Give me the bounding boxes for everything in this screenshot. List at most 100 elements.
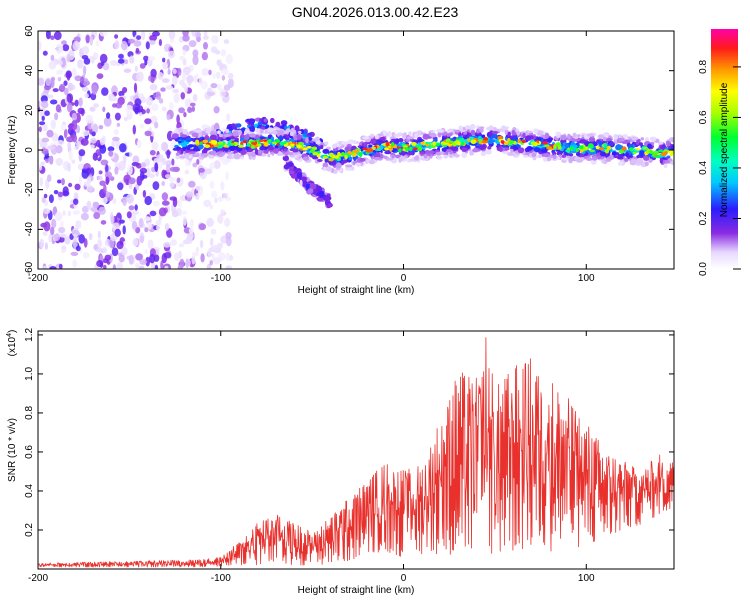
ridge-spot	[498, 146, 503, 152]
ridge-spot	[437, 132, 442, 138]
noise-speckle	[128, 205, 135, 211]
noise-speckle	[86, 200, 92, 210]
noise-speckle	[92, 201, 100, 209]
ridge-spot	[254, 148, 259, 155]
noise-speckle	[121, 40, 128, 51]
ridge-spot	[267, 153, 271, 158]
noise-speckle	[169, 182, 175, 188]
ridge-spot	[648, 158, 653, 163]
ridge-spot	[305, 137, 309, 144]
y-tick-label: -60	[24, 261, 35, 276]
noise-speckle	[210, 83, 218, 89]
noise-speckle	[64, 236, 71, 245]
ridge-spot	[647, 143, 652, 149]
noise-speckle	[150, 68, 157, 78]
ridge-spot	[510, 148, 514, 153]
noise-speckle	[57, 179, 62, 184]
ridge-spot	[382, 155, 388, 159]
noise-speckle	[44, 242, 49, 250]
ridge-spot	[413, 155, 420, 161]
noise-speckle	[38, 163, 43, 171]
ridge-spot	[644, 161, 649, 167]
ridge-spot	[439, 151, 445, 155]
ridge-peak	[565, 149, 571, 153]
ridge-spot	[437, 155, 443, 160]
ridge-spot	[374, 156, 381, 161]
noise-speckle	[183, 112, 187, 118]
ridge-peak	[353, 149, 360, 154]
noise-speckle	[161, 141, 169, 152]
noise-speckle	[201, 124, 209, 130]
noise-speckle	[201, 51, 208, 61]
noise-speckle	[82, 65, 87, 76]
ridge-peak	[412, 147, 418, 151]
ridge-spot	[348, 156, 353, 161]
noise-speckle	[121, 246, 128, 256]
ridge-spot	[369, 133, 375, 137]
lower-branch-spot	[286, 162, 294, 167]
noise-speckle	[177, 264, 183, 269]
ridge-spot	[217, 130, 221, 135]
noise-speckle	[77, 107, 85, 115]
noise-speckle	[169, 196, 177, 201]
noise-speckle	[136, 71, 144, 82]
noise-speckle	[83, 181, 91, 187]
ridge-spot	[463, 131, 468, 135]
noise-speckle	[61, 40, 67, 45]
noise-speckle	[203, 42, 208, 50]
ridge-spot	[336, 162, 342, 169]
noise-speckle	[162, 106, 167, 112]
ridge-spot	[570, 150, 578, 154]
noise-speckle	[152, 92, 156, 99]
ridge-spot	[391, 154, 395, 159]
noise-speckle	[135, 253, 144, 261]
x-tick-label: 100	[578, 273, 595, 284]
noise-speckle	[168, 102, 174, 110]
noise-speckle	[99, 137, 105, 146]
noise-speckle	[158, 39, 162, 46]
ridge-peak	[283, 144, 288, 147]
noise-speckle	[60, 124, 66, 131]
ridge-spot	[272, 130, 278, 135]
x-tick-label: -200	[28, 273, 48, 284]
noise-speckle	[74, 99, 79, 107]
ridge-spot	[586, 133, 594, 137]
ridge-peak	[227, 140, 233, 144]
colorbar-tick-label: 0.6	[698, 110, 709, 124]
noise-speckle	[151, 103, 159, 112]
noise-speckle	[50, 54, 55, 61]
noise-speckle	[213, 160, 221, 170]
noise-speckle	[191, 106, 195, 112]
noise-speckle	[55, 43, 64, 54]
noise-speckle	[115, 102, 123, 109]
noise-speckle	[134, 106, 139, 115]
noise-speckle	[209, 162, 215, 170]
ridge-spot	[461, 147, 468, 152]
noise-speckle	[111, 140, 116, 148]
ridge-peak	[578, 145, 584, 150]
noise-speckle	[206, 263, 212, 269]
ridge-spot	[247, 148, 254, 152]
lower-branch-spot	[299, 179, 303, 187]
noise-speckle	[97, 230, 102, 239]
x-tick-label: -200	[28, 573, 48, 584]
noise-speckle	[110, 96, 118, 102]
noise-speckle	[221, 91, 227, 97]
noise-speckle	[203, 199, 212, 208]
ridge-spot	[201, 149, 208, 155]
y-tick-label: 20	[24, 104, 35, 116]
noise-speckle	[136, 163, 142, 169]
ridge-peak	[530, 141, 536, 145]
ridge-spot	[531, 152, 537, 157]
ridge-peak	[275, 138, 281, 143]
ridge-peak	[445, 138, 451, 143]
colorbar-tick-label: 0.2	[698, 211, 709, 225]
noise-speckle	[212, 73, 216, 79]
ridge-spot	[610, 140, 614, 146]
ridge-spot	[218, 133, 223, 138]
noise-speckle	[48, 155, 54, 165]
ridge-peak	[517, 138, 521, 144]
noise-speckle	[181, 82, 187, 89]
noise-speckle	[85, 114, 93, 124]
ridge-peak	[195, 139, 199, 145]
